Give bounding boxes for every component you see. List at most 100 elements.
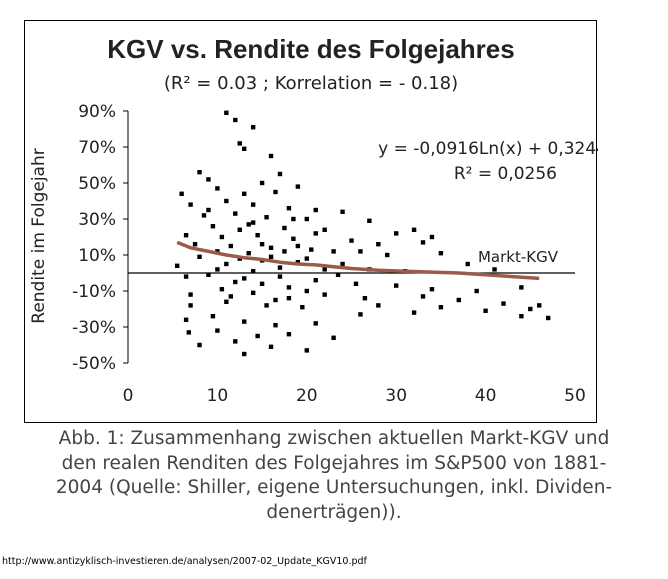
data-point [411, 310, 417, 315]
data-point [304, 256, 309, 261]
data-point [224, 198, 229, 204]
data-point [492, 267, 497, 272]
data-point [519, 314, 524, 319]
data-point [322, 227, 327, 232]
data-point [255, 333, 260, 339]
data-point [186, 330, 191, 335]
data-point [242, 146, 247, 151]
data-point [224, 110, 229, 115]
reference-line-label: Markt-KGV [478, 248, 559, 266]
data-point [250, 290, 256, 295]
data-point [183, 233, 189, 238]
data-point [250, 269, 256, 274]
data-point [224, 261, 229, 267]
data-point [420, 294, 426, 299]
x-tick-label: 50 [564, 386, 586, 406]
data-point [268, 153, 274, 159]
data-point [224, 299, 229, 304]
data-point [228, 243, 234, 249]
data-point [438, 305, 444, 310]
data-point [250, 202, 256, 207]
data-point [206, 177, 211, 182]
caption-line-4: denerträgen)). [266, 502, 402, 523]
data-point [367, 218, 372, 223]
data-point [286, 332, 292, 337]
chart-frame: KGV vs. Rendite des Folgejahres (R² = 0.… [24, 20, 598, 423]
data-point [233, 117, 238, 123]
data-point [188, 292, 193, 297]
y-tick-label: -10% [72, 282, 116, 302]
data-point [313, 207, 318, 213]
data-point [273, 189, 278, 195]
data-point [206, 272, 211, 277]
data-point [313, 321, 318, 326]
data-point [215, 186, 220, 191]
data-point [282, 225, 287, 231]
data-point [501, 301, 506, 306]
caption-line-3: 2004 (Quelle: Shiller, eigene Untersuchu… [55, 477, 613, 498]
data-point [438, 251, 444, 256]
data-point [286, 296, 292, 301]
data-point [385, 252, 390, 258]
source-url: http://www.antizyklisch-investieren.de/a… [2, 556, 367, 567]
data-point [197, 254, 202, 259]
data-point [242, 351, 247, 357]
data-point [545, 315, 551, 321]
data-point [242, 191, 247, 196]
data-point [394, 283, 399, 288]
x-tick-label: 40 [475, 386, 497, 406]
y-tick-label: -30% [72, 318, 116, 338]
y-axis-label: Rendite im Folgejahr [29, 148, 49, 323]
data-point [411, 227, 417, 232]
data-point [519, 285, 524, 290]
data-point [174, 263, 180, 268]
data-point [322, 292, 327, 297]
data-point [528, 306, 533, 312]
data-point [304, 216, 309, 222]
data-point [268, 254, 274, 259]
data-point [264, 303, 269, 308]
data-point [237, 227, 242, 232]
data-point [322, 267, 327, 272]
data-point [233, 279, 238, 285]
data-point [331, 335, 336, 340]
data-point [197, 170, 202, 175]
data-point [304, 348, 309, 353]
data-point [376, 303, 381, 308]
trendline-r2: R² = 0,0256 [454, 164, 557, 184]
data-point [250, 220, 256, 225]
data-point [277, 171, 283, 177]
data-point [259, 242, 265, 247]
chart-title: KGV vs. Rendite des Folgejahres [107, 34, 514, 64]
data-point [394, 231, 399, 236]
scatter-chart: KGV vs. Rendite des Folgejahres (R² = 0.… [29, 34, 598, 406]
data-point [242, 276, 247, 281]
data-point [237, 141, 242, 146]
data-point [264, 215, 269, 220]
x-tick-label: 0 [123, 386, 134, 406]
data-point [188, 202, 193, 207]
data-point [242, 319, 247, 324]
data-point [277, 274, 283, 279]
data-point [246, 251, 251, 256]
data-point [295, 243, 301, 249]
data-point [282, 249, 287, 254]
data-point [429, 234, 435, 240]
data-point [219, 287, 225, 292]
data-point [233, 339, 238, 344]
data-point [268, 245, 274, 250]
y-tick-label: 30% [78, 210, 116, 230]
data-point [179, 191, 184, 196]
data-point [277, 265, 283, 270]
data-point [456, 297, 461, 303]
plot-area: 90% 70% 50% 30% 10% -10% -30% -50% 0 10 20 30 40 50 Ma… [72, 102, 586, 406]
data-point [255, 233, 260, 238]
data-point [295, 184, 301, 189]
data-point [340, 261, 345, 267]
data-point [228, 294, 234, 299]
data-point [206, 207, 211, 213]
data-point [331, 249, 336, 254]
data-point [215, 328, 220, 333]
y-tick-label: 70% [78, 138, 116, 158]
y-tick-label: 50% [78, 174, 116, 194]
